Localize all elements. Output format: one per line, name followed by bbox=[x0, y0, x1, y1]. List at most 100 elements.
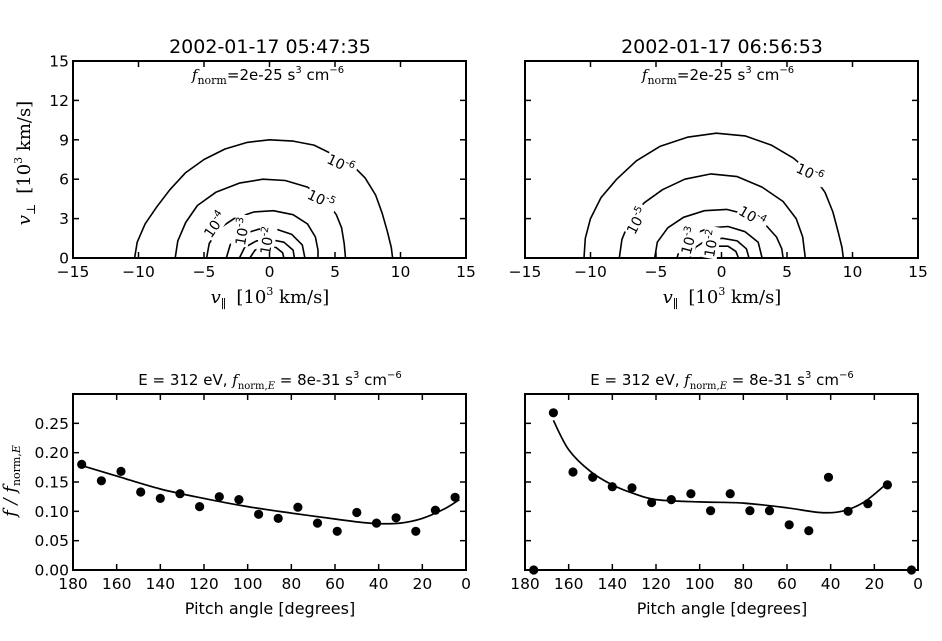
data-point bbox=[745, 506, 755, 516]
data-point bbox=[214, 492, 224, 502]
x-tick-label: 5 bbox=[330, 263, 340, 281]
svg-text:10-5: 10-5 bbox=[305, 185, 338, 213]
contour-label: 10-5 bbox=[621, 201, 652, 238]
contour-line bbox=[174, 178, 347, 259]
panel-title: E = 312 eV, fnorm,E = 8e-31 s3 cm−6 bbox=[138, 370, 402, 392]
svg-text:10-4: 10-4 bbox=[736, 202, 769, 231]
data-point bbox=[450, 492, 460, 502]
y-tick-label: 12 bbox=[49, 92, 69, 110]
panel-title: 2002-01-17 05:47:35 bbox=[169, 36, 371, 58]
data-point bbox=[823, 472, 834, 482]
x-tick-label: 0 bbox=[717, 263, 727, 281]
y-tick-label: 0.15 bbox=[34, 474, 69, 492]
x-tick-label: 60 bbox=[777, 575, 797, 593]
x-tick-label: 10 bbox=[843, 263, 863, 281]
data-point bbox=[607, 482, 617, 492]
data-point bbox=[77, 459, 87, 469]
svg-text:10-2: 10-2 bbox=[700, 228, 723, 259]
contour-labels: 10-6 10-5 10-4 10-310-2 bbox=[621, 158, 829, 260]
contour-label: 10-6 bbox=[323, 149, 360, 179]
data-point bbox=[293, 502, 303, 512]
x-tick-label: 160 bbox=[554, 575, 584, 593]
panel-title: E = 312 eV, fnorm,E = 8e-31 s3 cm−6 bbox=[590, 370, 854, 392]
x-tick-label: −10 bbox=[574, 263, 607, 281]
x-axis-label: v∥ [103 km/s] bbox=[211, 285, 330, 311]
y-tick-label: 0.00 bbox=[34, 562, 69, 580]
data-point bbox=[548, 408, 559, 418]
contour-lines bbox=[583, 132, 845, 259]
fit-curve bbox=[81, 464, 460, 525]
x-tick-label: −15 bbox=[57, 263, 90, 281]
data-point bbox=[273, 513, 283, 524]
data-point bbox=[725, 489, 735, 499]
data-point bbox=[666, 495, 676, 505]
x-axis-label: Pitch angle [degrees] bbox=[185, 599, 355, 618]
contour-label: 10-3 bbox=[676, 221, 702, 258]
scatter-panel-bottom-left: E = 312 eV, fnorm,E = 8e-31 s3 cm−6 180 1… bbox=[0, 370, 471, 618]
data-point bbox=[391, 513, 401, 523]
data-point bbox=[568, 467, 578, 477]
x-tick-label: 40 bbox=[821, 575, 841, 593]
x-tick-label: 15 bbox=[456, 263, 476, 281]
x-tick-label: 0 bbox=[913, 575, 923, 593]
x-axis-label: Pitch angle [degrees] bbox=[637, 599, 807, 618]
data-point bbox=[843, 506, 853, 516]
data-point bbox=[627, 483, 637, 493]
contour-label: 10-4 bbox=[735, 201, 772, 232]
contour-label: 10-5 bbox=[304, 184, 341, 214]
x-tick-label: 180 bbox=[58, 575, 88, 593]
x-tick-label: 80 bbox=[281, 575, 301, 593]
x-tick-label: −5 bbox=[645, 263, 668, 281]
data-point bbox=[312, 518, 323, 528]
x-tick-label: 180 bbox=[510, 575, 540, 593]
x-tick-label: 40 bbox=[369, 575, 389, 593]
data-point bbox=[96, 476, 106, 486]
y-tick-label: 3 bbox=[59, 210, 69, 228]
data-point bbox=[234, 495, 244, 505]
y-ticks: 0 3 6 9 12 15 bbox=[49, 53, 466, 268]
data-point bbox=[116, 466, 126, 476]
data-points bbox=[529, 408, 917, 575]
fit-curve bbox=[552, 420, 886, 514]
svg-text:10-2: 10-2 bbox=[256, 225, 279, 256]
y-tick-label: 6 bbox=[59, 171, 69, 189]
svg-text:10-6: 10-6 bbox=[793, 159, 826, 187]
panel-title: 2002-01-17 06:56:53 bbox=[621, 36, 823, 58]
x-ticks: −15 −10 −5 0 5 10 15 bbox=[509, 61, 928, 281]
contour-label: 10-2 bbox=[255, 222, 279, 257]
contour-line bbox=[583, 132, 845, 259]
x-tick-label: 20 bbox=[412, 575, 432, 593]
x-axis-label: v∥ [103 km/s] bbox=[663, 285, 782, 311]
data-point bbox=[686, 489, 696, 499]
data-point bbox=[882, 480, 893, 490]
svg-text:10-5: 10-5 bbox=[622, 204, 651, 237]
data-point bbox=[588, 472, 598, 482]
data-point bbox=[254, 509, 264, 519]
x-tick-label: −10 bbox=[122, 263, 155, 281]
contour-label: 10-2 bbox=[699, 225, 723, 260]
contour-panel-top-right: 2002-01-17 06:56:53 fnorm=2e-25 s3 cm−6 … bbox=[509, 36, 928, 311]
x-tick-label: 100 bbox=[233, 575, 263, 593]
normalization-annotation: fnorm=2e-25 s3 cm−6 bbox=[191, 65, 344, 87]
y-tick-label: 0.25 bbox=[34, 415, 69, 433]
y-axis-label: v⊥[103 km/s] bbox=[12, 101, 38, 225]
x-tick-label: 120 bbox=[189, 575, 219, 593]
normalization-annotation: fnorm=2e-25 s3 cm−6 bbox=[641, 65, 794, 87]
data-points bbox=[77, 459, 460, 536]
x-ticks: 180 160 140 120 100 80 60 40 20 0 bbox=[58, 394, 471, 593]
data-point bbox=[647, 497, 657, 508]
scatter-panel-bottom-right: E = 312 eV, fnorm,E = 8e-31 s3 cm−6 180 1… bbox=[510, 370, 923, 618]
x-tick-label: 140 bbox=[146, 575, 176, 593]
y-tick-label: 0.05 bbox=[34, 532, 69, 550]
data-point bbox=[863, 499, 873, 509]
x-tick-label: 160 bbox=[102, 575, 132, 593]
svg-text:10-3: 10-3 bbox=[231, 216, 254, 247]
data-point bbox=[352, 507, 362, 518]
contour-line bbox=[653, 208, 784, 259]
data-point bbox=[906, 565, 917, 575]
data-point bbox=[804, 526, 814, 536]
data-point bbox=[706, 506, 716, 516]
contour-line bbox=[133, 139, 394, 259]
y-tick-label: 0.10 bbox=[34, 503, 69, 521]
